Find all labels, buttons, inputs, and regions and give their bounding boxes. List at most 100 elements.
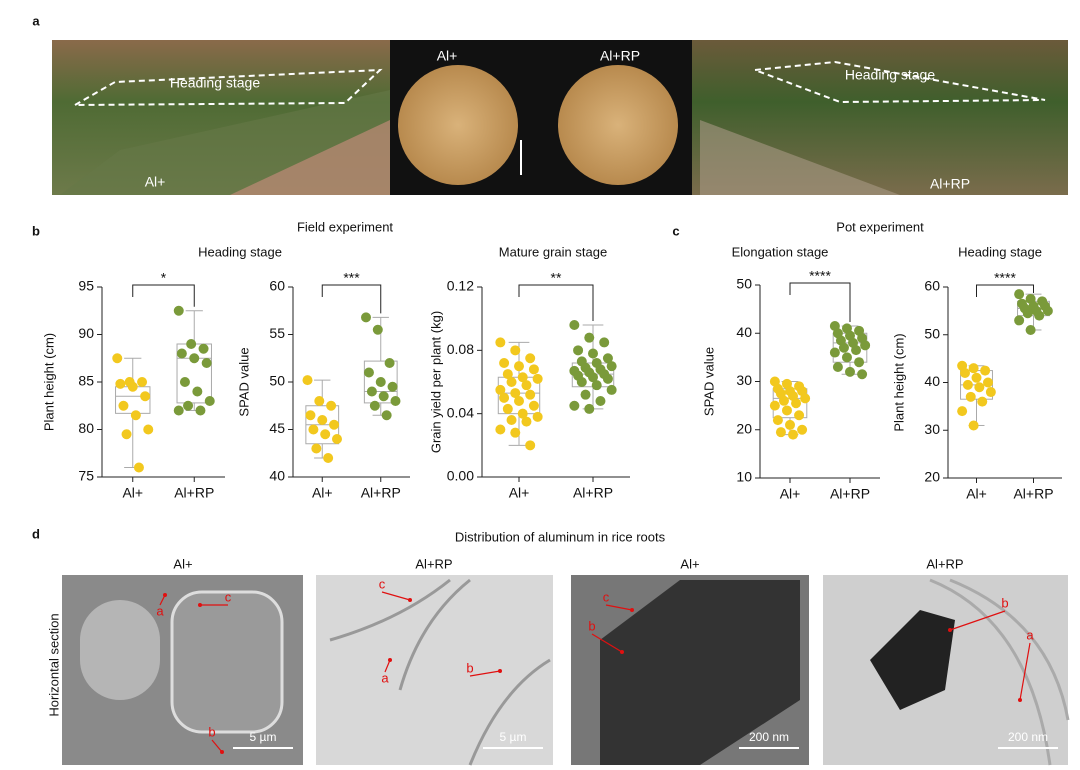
y-tick-label: 60: [924, 278, 940, 294]
x-tick-label: Al+RP: [573, 485, 613, 501]
micrograph-title: Al+: [173, 556, 192, 571]
arrow: [381, 591, 411, 601]
x-tick-label: Al+: [122, 485, 143, 501]
data-point: [329, 419, 340, 430]
data-point: [573, 345, 584, 356]
y-tick-label: 0.12: [447, 278, 474, 294]
y-tick-label: 80: [78, 420, 94, 436]
panel-label: a: [32, 13, 40, 28]
y-tick-label: 75: [78, 468, 94, 484]
data-point: [112, 353, 123, 364]
chart-title: Heading stage: [958, 244, 1042, 259]
data-point: [495, 424, 506, 435]
data-point: [965, 391, 976, 402]
photo-label: Heading stage: [170, 75, 261, 91]
data-point: [320, 429, 331, 440]
panel-label: d: [32, 526, 40, 541]
x-tick-label: Al+RP: [1013, 486, 1053, 502]
scale-label: 200 nm: [749, 730, 789, 744]
y-axis-label: Plant height (cm): [41, 333, 56, 431]
data-point: [525, 353, 536, 364]
dashed-outline: [71, 68, 383, 107]
data-point: [133, 462, 144, 473]
micrograph: [316, 575, 553, 765]
y-tick-label: 50: [924, 325, 940, 341]
data-point: [326, 400, 337, 411]
data-point: [584, 332, 595, 343]
data-point: [791, 398, 802, 409]
arrow-head: [388, 658, 392, 662]
y-tick-label: 0.04: [447, 404, 474, 420]
data-point: [499, 358, 510, 368]
data-point: [599, 337, 610, 348]
data-point: [495, 384, 506, 395]
significance-label: ***: [343, 270, 360, 286]
data-point: [788, 429, 799, 440]
deposit: [870, 610, 955, 710]
arrow: [949, 610, 1006, 631]
data-point: [781, 405, 792, 416]
data-point: [569, 400, 580, 411]
data-point: [841, 352, 852, 363]
data-point: [980, 365, 991, 376]
data-point: [772, 415, 783, 426]
photo-panel: [52, 40, 1068, 195]
data-point: [363, 367, 374, 378]
data-point: [960, 367, 971, 378]
axis-label: Horizontal section: [46, 613, 61, 716]
micrograph-panel: [62, 575, 1070, 766]
cell-wall: [329, 578, 551, 766]
photo-label: Al+RP: [930, 176, 970, 192]
significance-bracket: [789, 282, 851, 323]
photo-label: Al+: [437, 48, 458, 64]
data-point: [832, 362, 843, 373]
data-point: [502, 403, 513, 414]
marker-label: c: [379, 576, 386, 591]
data-point: [176, 348, 187, 359]
significance-bracket: [518, 284, 594, 321]
marker-label: b: [466, 660, 473, 675]
x-tick-label: Al+: [509, 485, 530, 501]
data-point: [591, 380, 602, 391]
data-point: [127, 381, 138, 392]
data-point: [971, 372, 982, 383]
significance-bracket: [321, 284, 382, 314]
data-point: [602, 353, 613, 364]
significance-label: *: [161, 270, 167, 286]
data-point: [584, 403, 595, 414]
data-point: [118, 400, 129, 411]
data-point: [499, 392, 510, 403]
data-point: [506, 377, 517, 387]
data-point: [179, 377, 190, 387]
dashed-outline: [754, 60, 1046, 104]
section-title: Pot experiment: [836, 219, 924, 234]
data-point: [198, 343, 209, 354]
data-point: [1025, 324, 1036, 335]
y-tick-label: 10: [736, 469, 752, 485]
cell: [170, 590, 284, 734]
data-point: [381, 410, 392, 421]
data-point: [183, 400, 194, 411]
scale-label: 5 µm: [500, 730, 527, 744]
y-axis-label: Grain yield per plant (kg): [428, 311, 443, 453]
y-tick-label: 50: [269, 373, 285, 389]
micrograph-title: Al+RP: [926, 556, 963, 571]
data-point: [186, 339, 197, 349]
data-point: [1014, 315, 1025, 326]
marker-label: b: [588, 618, 595, 633]
data-point: [121, 429, 132, 440]
data-point: [143, 424, 154, 435]
y-tick-label: 40: [736, 324, 752, 340]
marker-label: a: [1026, 627, 1034, 642]
scale-label: 200 nm: [1008, 730, 1048, 744]
y-tick-label: 90: [78, 325, 94, 341]
data-point: [606, 384, 617, 395]
chart-title: Elongation stage: [732, 244, 829, 259]
y-tick-label: 45: [269, 420, 285, 436]
y-tick-label: 40: [924, 373, 940, 389]
data-point: [845, 366, 855, 377]
data-point: [588, 348, 598, 359]
arrow-head: [198, 603, 202, 607]
data-point: [532, 373, 543, 384]
micrograph-title: Al+: [680, 556, 699, 571]
